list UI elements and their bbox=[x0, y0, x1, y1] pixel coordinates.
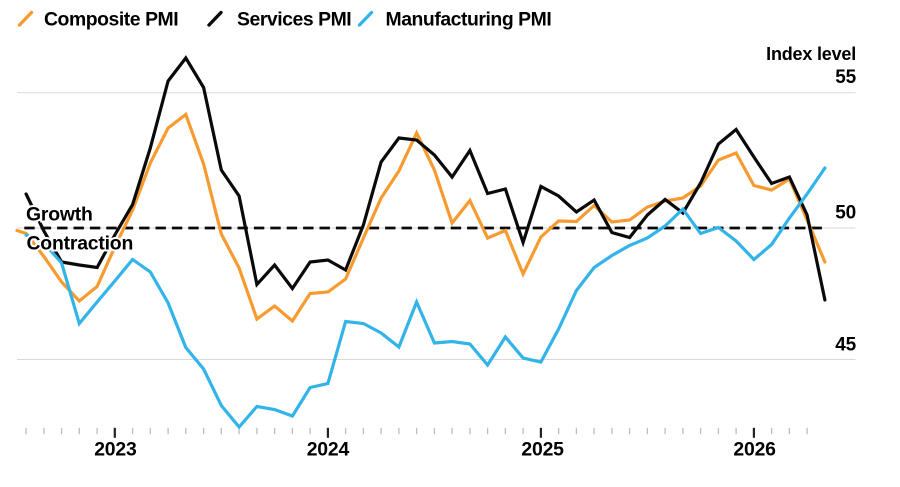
svg-text:45: 45 bbox=[835, 335, 856, 356]
svg-text:Contraction: Contraction bbox=[27, 233, 134, 255]
svg-text:Manufacturing PMI: Manufacturing PMI bbox=[386, 9, 552, 31]
svg-text:2024: 2024 bbox=[307, 439, 350, 461]
svg-text:2023: 2023 bbox=[94, 439, 137, 461]
svg-text:55: 55 bbox=[835, 67, 856, 88]
svg-text:Services PMI: Services PMI bbox=[237, 9, 351, 31]
svg-text:Growth: Growth bbox=[26, 203, 93, 225]
svg-text:Composite PMI: Composite PMI bbox=[44, 9, 178, 31]
svg-text:2025: 2025 bbox=[521, 439, 564, 461]
svg-text:50: 50 bbox=[835, 203, 856, 224]
svg-text:Index level: Index level bbox=[766, 44, 856, 64]
svg-text:2026: 2026 bbox=[733, 439, 776, 461]
